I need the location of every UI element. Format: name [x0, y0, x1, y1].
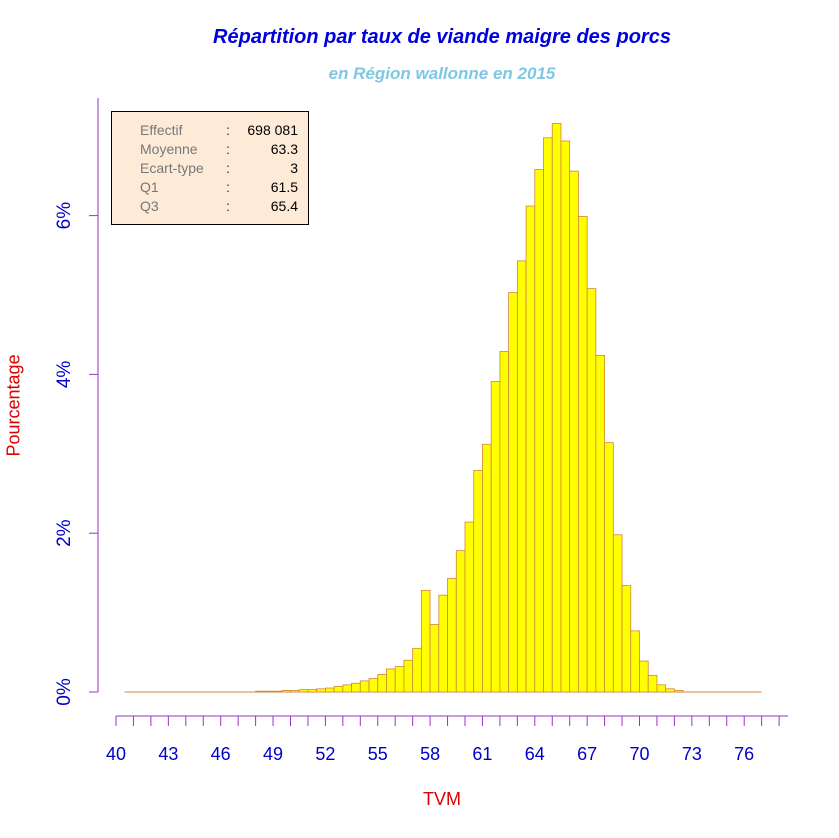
x-tick-label: 67	[577, 744, 597, 764]
histogram-bar	[438, 594, 448, 693]
stat-separator: :	[226, 160, 230, 176]
y-tick-label: 0%	[54, 678, 75, 706]
histogram-bar	[665, 688, 675, 693]
x-tick-label: 43	[158, 744, 178, 764]
x-tick-label: 61	[472, 744, 492, 764]
histogram-bar	[290, 690, 300, 693]
x-tick-label: 40	[106, 744, 126, 764]
histogram-bar	[333, 686, 344, 693]
histogram-bar	[525, 205, 536, 693]
histogram-bar	[307, 689, 318, 693]
x-axis-label: TVM	[423, 789, 461, 809]
stat-value: 698 081	[247, 122, 298, 138]
histogram-bar	[324, 687, 335, 693]
histogram-bar	[412, 647, 422, 693]
chart-subtitle: en Région wallonne en 2015	[328, 64, 556, 83]
histogram-bar	[298, 689, 309, 693]
y-tick-label: 2%	[54, 519, 75, 547]
stat-label: Moyenne	[140, 141, 198, 157]
x-tick-label: 49	[263, 744, 283, 764]
histogram-bar	[368, 678, 379, 693]
x-tick-label: 76	[734, 744, 754, 764]
histogram-bar	[578, 215, 588, 693]
stat-value: 65.4	[270, 198, 298, 214]
x-tick-label: 55	[368, 744, 388, 764]
histogram-bar	[386, 668, 396, 693]
histogram-bar	[263, 690, 274, 693]
histogram-bar	[342, 684, 352, 693]
x-tick-label: 73	[682, 744, 702, 764]
stat-separator: :	[226, 122, 230, 138]
histogram-bar	[630, 630, 640, 693]
histogram-bar	[543, 137, 553, 693]
stat-value: 3	[290, 160, 298, 176]
stat-row-ecart-type: Ecart-type : 3	[112, 160, 308, 179]
stat-label: Ecart-type	[140, 160, 204, 176]
histogram-bar	[482, 443, 492, 693]
histogram-bar	[420, 589, 431, 693]
stat-separator: :	[226, 198, 230, 214]
x-tick-label: 52	[315, 744, 335, 764]
stat-value: 63.3	[270, 141, 298, 157]
histogram-bar	[455, 550, 466, 693]
stat-label: Effectif	[140, 122, 183, 138]
x-tick-label: 70	[629, 744, 649, 764]
histogram-bar	[595, 354, 606, 693]
histogram-bar	[534, 169, 544, 693]
histogram-bar	[394, 666, 405, 693]
stats-box: Effectif : 698 081 Moyenne : 63.3 Ecart-…	[111, 111, 309, 225]
stat-row-q3: Q3 : 65.4	[112, 198, 308, 217]
stat-value: 61.5	[270, 179, 298, 195]
histogram-bar	[586, 288, 597, 693]
histogram-bar	[473, 470, 483, 693]
stat-row-moyenne: Moyenne : 63.3	[112, 141, 308, 160]
x-tick-label: 46	[211, 744, 231, 764]
stat-label: Q3	[140, 198, 159, 214]
stat-separator: :	[226, 179, 230, 195]
histogram-bar	[560, 140, 571, 693]
histogram-bar	[464, 521, 475, 693]
histogram-bar	[316, 688, 326, 693]
histogram-bar	[377, 674, 387, 693]
histogram-bar	[647, 674, 658, 693]
histogram-bar	[569, 170, 579, 693]
histogram-bar	[551, 123, 562, 693]
y-tick-label: 4%	[54, 361, 75, 389]
x-tick-label: 58	[420, 744, 440, 764]
histogram-bar	[612, 534, 623, 693]
histogram-bar	[272, 690, 283, 693]
stat-label: Q1	[140, 179, 159, 195]
histogram-bar	[621, 585, 632, 693]
stat-separator: :	[226, 141, 230, 157]
histogram-bar	[639, 660, 649, 693]
stat-row-q1: Q1 : 61.5	[112, 179, 308, 198]
histogram-bar	[447, 578, 457, 693]
stat-row-effectif: Effectif : 698 081	[112, 122, 308, 141]
x-tick-label: 64	[525, 744, 545, 764]
histogram-bar	[490, 381, 501, 693]
y-tick-label: 6%	[54, 202, 75, 230]
histogram-bar	[604, 442, 614, 693]
histogram-bar	[351, 682, 361, 693]
histogram-bar	[499, 350, 510, 693]
histogram-bar	[255, 690, 265, 693]
histogram-bar	[674, 690, 684, 693]
histogram-bar	[516, 260, 527, 693]
histogram-bar	[359, 680, 370, 693]
histogram-bar	[281, 690, 291, 693]
histogram-bar	[508, 292, 518, 693]
histogram-bar	[403, 659, 414, 693]
chart-title: Répartition par taux de viande maigre de…	[213, 26, 671, 48]
histogram-bar	[656, 684, 667, 693]
histogram-bar	[429, 624, 440, 693]
